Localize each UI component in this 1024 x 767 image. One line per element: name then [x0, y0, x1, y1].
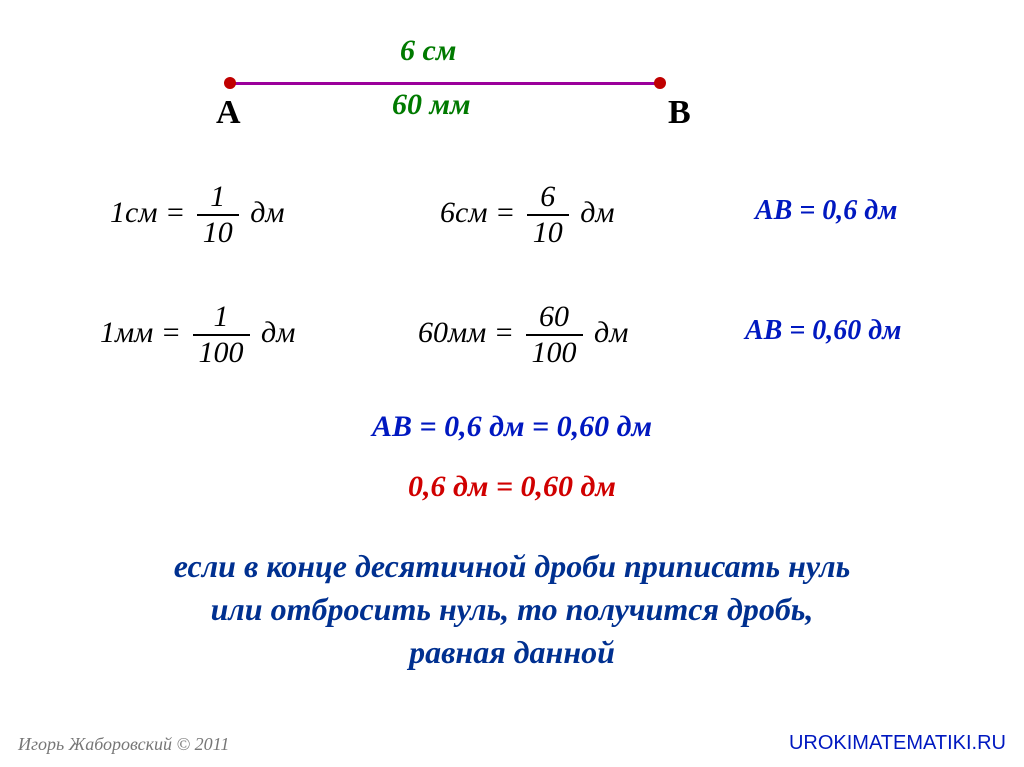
equality-red: 0,6 дм = 0,60 дм: [0, 470, 1024, 504]
denominator: 10: [197, 216, 239, 250]
rule-text: если в конце десятичной дроби приписать …: [0, 545, 1024, 675]
endpoint-b: [654, 77, 666, 89]
denominator: 100: [526, 336, 583, 370]
frac-1mm: 1мм = 1 100 дм: [100, 300, 295, 370]
frac-unit: дм: [594, 316, 628, 349]
rule-line-1: если в конце десятичной дроби приписать …: [0, 545, 1024, 588]
fraction: 6 10: [527, 180, 569, 250]
fraction: 1 100: [193, 300, 250, 370]
numerator: 6: [527, 180, 569, 216]
segment-line: [230, 82, 660, 85]
numerator: 60: [526, 300, 583, 336]
frac-lhs: 1мм: [100, 316, 153, 349]
rule-line-2: или отбросить нуль, то получится дробь,: [0, 588, 1024, 631]
frac-lhs: 6см: [440, 196, 487, 229]
denominator: 100: [193, 336, 250, 370]
rule-line-3: равная данной: [0, 631, 1024, 674]
frac-eq: =: [165, 196, 185, 229]
fraction: 1 10: [197, 180, 239, 250]
ab-result-2: АВ = 0,60 дм: [745, 315, 901, 347]
fraction: 60 100: [526, 300, 583, 370]
frac-eq: =: [494, 316, 514, 349]
frac-unit: дм: [580, 196, 614, 229]
denominator: 10: [527, 216, 569, 250]
numerator: 1: [197, 180, 239, 216]
point-b-label: В: [668, 94, 691, 132]
slide: 6 см 60 мм А В 1см = 1 10 дм 6см = 6 10 …: [0, 0, 1024, 767]
frac-eq: =: [161, 316, 181, 349]
frac-unit: дм: [250, 196, 284, 229]
frac-1cm: 1см = 1 10 дм: [110, 180, 285, 250]
frac-lhs: 1см: [110, 196, 157, 229]
label-6cm: 6 см: [400, 34, 456, 68]
frac-lhs: 60мм: [418, 316, 486, 349]
frac-eq: =: [495, 196, 515, 229]
point-a-label: А: [216, 94, 241, 132]
numerator: 1: [193, 300, 250, 336]
equality-blue: АВ = 0,6 дм = 0,60 дм: [0, 410, 1024, 444]
frac-60mm: 60мм = 60 100 дм: [418, 300, 628, 370]
site-url: UROKIMATEMATIKI.RU: [789, 732, 1006, 755]
endpoint-a: [224, 77, 236, 89]
label-60mm: 60 мм: [392, 88, 471, 122]
frac-unit: дм: [261, 316, 295, 349]
ab-result-1: АВ = 0,6 дм: [755, 195, 897, 227]
frac-6cm: 6см = 6 10 дм: [440, 180, 615, 250]
author-credit: Игорь Жаборовский © 2011: [18, 734, 229, 755]
